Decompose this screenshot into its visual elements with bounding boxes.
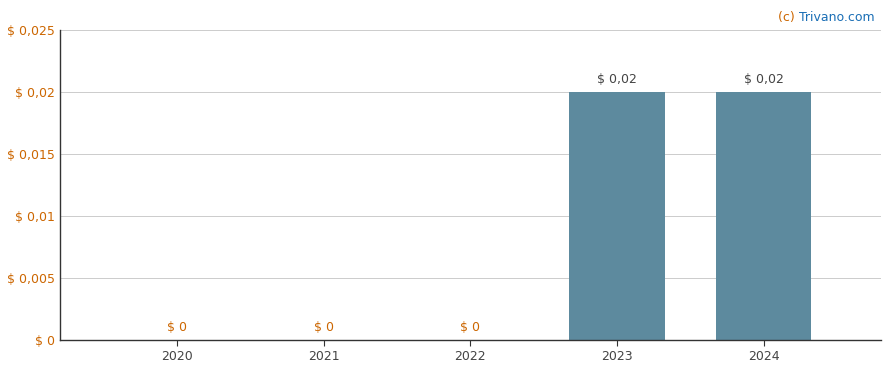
Bar	[716, 92, 812, 340]
Text: $ 0: $ 0	[461, 321, 480, 334]
Text: $ 0,02: $ 0,02	[744, 73, 784, 86]
Text: (c): (c)	[778, 11, 799, 24]
Text: $ 0: $ 0	[167, 321, 187, 334]
Text: $ 0: $ 0	[313, 321, 334, 334]
Text: Trivano.com: Trivano.com	[799, 11, 875, 24]
Bar	[569, 92, 665, 340]
Text: $ 0,02: $ 0,02	[597, 73, 637, 86]
